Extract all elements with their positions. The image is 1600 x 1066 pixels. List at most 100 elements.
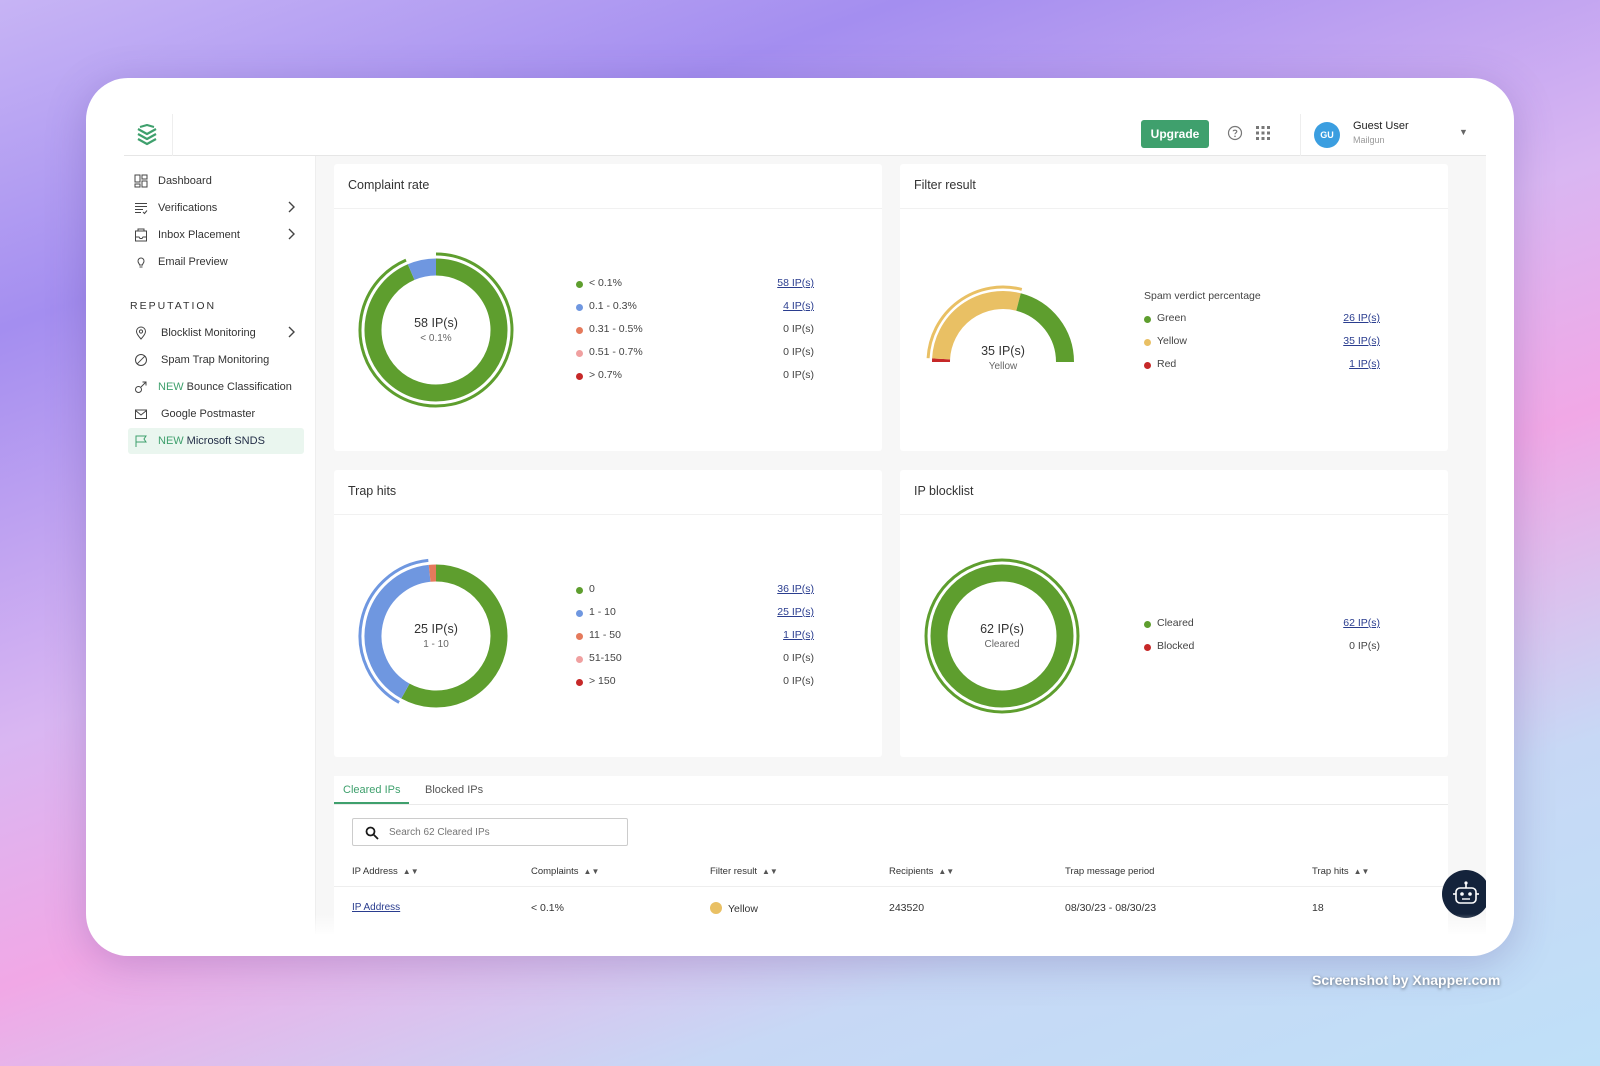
filter-result-card: Filter result 35 IP(s) Yellow Spam verdi… — [900, 164, 1448, 451]
card-divider — [334, 208, 882, 209]
legend-value: 0 IP(s) — [783, 675, 814, 687]
search-input[interactable] — [389, 824, 619, 840]
bounce-arrow-icon — [134, 380, 148, 394]
filter-result-gauge — [926, 285, 1074, 363]
slice--0-1- — [364, 258, 508, 402]
complaint-rate-card: Complaint rate 58 IP(s) < 0.1% < 0.1% 58 … — [334, 164, 882, 451]
legend-value[interactable]: 25 IP(s) — [777, 606, 814, 618]
legend-dot — [1144, 644, 1151, 651]
sort-icon[interactable]: ▲▼ — [402, 867, 419, 876]
legend-label: < 0.1% — [589, 277, 622, 289]
sidebar-item-inbox-placement[interactable]: Inbox Placement — [128, 222, 304, 248]
legend-label: 0.31 - 0.5% — [589, 323, 643, 335]
legend-item: 11 - 50 1 IP(s) — [576, 629, 814, 645]
user-name[interactable]: Guest User — [1353, 120, 1409, 132]
sidebar-item-google-postmaster[interactable]: Google Postmaster — [128, 401, 304, 427]
sort-icon[interactable]: ▲▼ — [1353, 867, 1370, 876]
upgrade-button[interactable]: Upgrade — [1141, 120, 1209, 148]
legend-label: 0 — [589, 583, 595, 595]
bottom-fade — [124, 914, 1486, 934]
ip-blocklist-card: IP blocklist 62 IP(s) Cleared Cleared 62 … — [900, 470, 1448, 757]
legend-item: > 0.7% 0 IP(s) — [576, 369, 814, 385]
chatbot-button[interactable] — [1442, 870, 1486, 918]
legend-value[interactable]: 58 IP(s) — [777, 277, 814, 289]
slice-1-10 — [364, 564, 431, 699]
legend-label: Red — [1157, 358, 1177, 370]
legend-item: 0.31 - 0.5% 0 IP(s) — [576, 323, 814, 339]
legend-item: 0.1 - 0.3% 4 IP(s) — [576, 300, 814, 316]
legend-dot — [576, 633, 583, 640]
tabs-divider — [334, 804, 1448, 805]
help-icon[interactable] — [1227, 125, 1243, 141]
column-header-label: Trap hits — [1312, 866, 1349, 877]
donut-center: 62 IP(s) Cleared — [942, 622, 1062, 650]
legend-dot — [576, 304, 583, 311]
active-segment-outline — [926, 285, 1023, 359]
column-header-trap-message-period[interactable]: Trap message period — [1065, 866, 1154, 877]
legend-value[interactable]: 62 IP(s) — [1343, 617, 1380, 629]
tab-cleared-ips[interactable]: Cleared IPs — [334, 776, 410, 804]
card-divider — [334, 514, 882, 515]
card-title: IP blocklist — [914, 484, 974, 498]
legend-item: 0 36 IP(s) — [576, 583, 814, 599]
table-cell-filter-result: Yellow — [710, 902, 758, 915]
slice-0 — [401, 564, 508, 708]
sort-icon[interactable]: ▲▼ — [583, 867, 600, 876]
column-header-ip-address[interactable]: IP Address ▲▼ — [352, 866, 419, 877]
legend-dot — [1144, 339, 1151, 346]
slice-cleared — [930, 564, 1074, 708]
sidebar-item-blocklist-monitoring[interactable]: Blocklist Monitoring — [128, 320, 304, 346]
user-menu-chevron-down-icon[interactable]: ▼ — [1459, 127, 1468, 137]
legend-value[interactable]: 36 IP(s) — [777, 583, 814, 595]
column-header-filter-result[interactable]: Filter result ▲▼ — [710, 866, 778, 877]
tab-blocked-ips[interactable]: Blocked IPs — [425, 784, 484, 796]
sort-icon[interactable]: ▲▼ — [938, 867, 955, 876]
sidebar-item-dashboard[interactable]: Dashboard — [128, 168, 304, 194]
user-org: Mailgun — [1353, 135, 1385, 145]
legend-item: 51-150 0 IP(s) — [576, 652, 814, 668]
card-title: Complaint rate — [348, 178, 430, 192]
legend-dot — [576, 587, 583, 594]
legend-label: Cleared — [1157, 617, 1194, 629]
table-header-divider — [334, 886, 1448, 887]
donut-center: 25 IP(s) 1 - 10 — [376, 622, 496, 650]
sidebar-item-email-preview[interactable]: Email Preview — [128, 249, 304, 275]
table-cell-ip-address[interactable]: IP Address — [352, 902, 401, 913]
avatar[interactable]: GU — [1314, 122, 1340, 148]
legend-item: Green 26 IP(s) — [1144, 312, 1380, 328]
chevron-right-icon — [288, 326, 295, 338]
sidebar-item-verifications[interactable]: Verifications — [128, 195, 304, 221]
legend-value: 0 IP(s) — [1349, 640, 1380, 652]
legend-item: Blocked 0 IP(s) — [1144, 640, 1380, 656]
column-header-recipients[interactable]: Recipients ▲▼ — [889, 866, 954, 877]
legend-value[interactable]: 1 IP(s) — [1349, 358, 1380, 370]
legend-value[interactable]: 4 IP(s) — [783, 300, 814, 312]
legend-value[interactable]: 1 IP(s) — [783, 629, 814, 641]
mail-icon — [134, 407, 148, 421]
logo-divider — [172, 114, 173, 156]
legend-item: 0.51 - 0.7% 0 IP(s) — [576, 346, 814, 362]
column-header-label: Trap message period — [1065, 866, 1155, 877]
sidebar-item-bounce-classification[interactable]: NEW Bounce Classification — [128, 374, 304, 400]
active-slice-outline — [924, 558, 1080, 714]
app-logo-icon[interactable] — [136, 124, 158, 146]
legend-dot — [576, 327, 583, 334]
sidebar-item-label: Bounce Classification — [186, 381, 292, 393]
list-check-icon — [134, 201, 148, 215]
sidebar-item-label: Google Postmaster — [161, 408, 256, 420]
sidebar-item-label: Spam Trap Monitoring — [161, 354, 270, 366]
sidebar: Dashboard Verifications Inbox Placement — [124, 156, 316, 934]
apps-grid-icon[interactable] — [1255, 125, 1271, 141]
legend-value[interactable]: 35 IP(s) — [1343, 335, 1380, 347]
column-header-trap-hits[interactable]: Trap hits ▲▼ — [1312, 866, 1369, 877]
flag-icon — [134, 434, 148, 448]
sidebar-item-microsoft-snds[interactable]: NEW Microsoft SNDS — [128, 428, 304, 454]
sidebar-item-spam-trap-monitoring[interactable]: Spam Trap Monitoring — [128, 347, 304, 373]
legend-item: > 150 0 IP(s) — [576, 675, 814, 691]
active-slice-outline — [358, 558, 429, 704]
sort-icon[interactable]: ▲▼ — [761, 867, 778, 876]
filter-result-value: Yellow — [728, 903, 758, 915]
legend-dot — [576, 610, 583, 617]
column-header-complaints[interactable]: Complaints ▲▼ — [531, 866, 599, 877]
legend-value[interactable]: 26 IP(s) — [1343, 312, 1380, 324]
